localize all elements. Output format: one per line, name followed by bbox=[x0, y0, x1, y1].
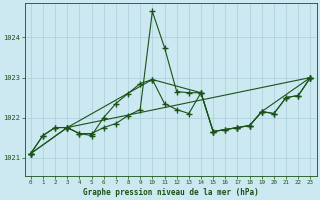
X-axis label: Graphe pression niveau de la mer (hPa): Graphe pression niveau de la mer (hPa) bbox=[83, 188, 259, 197]
